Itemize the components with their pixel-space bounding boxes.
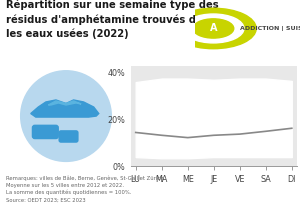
Text: Remarques: villes de Bâle, Berne, Genève, St-Gall et Zürich.
Moyenne sur les 5 v: Remarques: villes de Bâle, Berne, Genève… bbox=[6, 175, 165, 202]
Circle shape bbox=[193, 19, 234, 38]
Text: ADDICTION | SUISSE: ADDICTION | SUISSE bbox=[240, 26, 300, 31]
Circle shape bbox=[183, 14, 244, 43]
Circle shape bbox=[21, 71, 111, 161]
FancyBboxPatch shape bbox=[58, 130, 79, 143]
Circle shape bbox=[170, 8, 256, 49]
Polygon shape bbox=[48, 101, 81, 105]
Text: Répartition sur une semaine type des
résidus d'amphétamine trouvés dans
les eaux: Répartition sur une semaine type des rés… bbox=[6, 0, 219, 39]
Text: A: A bbox=[210, 23, 217, 34]
Polygon shape bbox=[31, 100, 99, 117]
FancyBboxPatch shape bbox=[32, 125, 59, 139]
